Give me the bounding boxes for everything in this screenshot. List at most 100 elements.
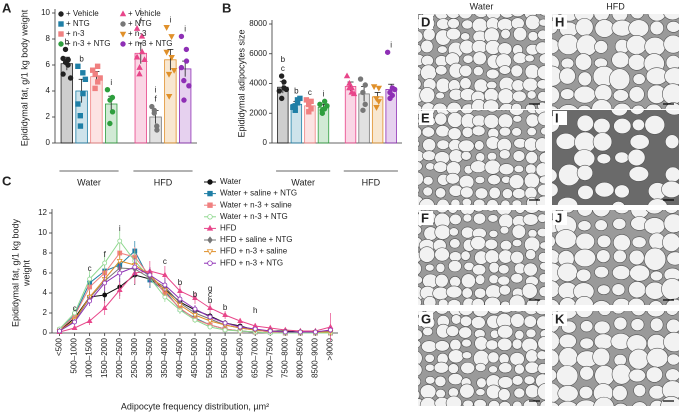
y-tick-label: 0 bbox=[43, 328, 48, 337]
cell bbox=[434, 112, 448, 126]
cell bbox=[418, 14, 421, 16]
cell bbox=[666, 251, 679, 266]
cell bbox=[485, 339, 499, 351]
cells bbox=[418, 14, 545, 109]
cell bbox=[418, 186, 420, 194]
cell bbox=[475, 274, 486, 285]
marker bbox=[206, 224, 214, 231]
cell bbox=[629, 110, 645, 115]
cell bbox=[447, 18, 460, 29]
cell bbox=[555, 132, 577, 150]
cell bbox=[510, 17, 525, 30]
micrograph: J bbox=[552, 210, 679, 305]
cell bbox=[508, 294, 526, 305]
significance-letter: c bbox=[308, 88, 312, 97]
cell bbox=[577, 220, 592, 232]
cell bbox=[486, 210, 495, 212]
cell bbox=[418, 44, 422, 54]
significance-letter: f bbox=[154, 95, 157, 104]
cell bbox=[484, 159, 501, 175]
group-label: Water bbox=[77, 177, 101, 187]
cell bbox=[475, 152, 486, 163]
cell bbox=[614, 402, 628, 406]
cell bbox=[611, 51, 630, 69]
cell bbox=[447, 387, 459, 398]
cell bbox=[594, 84, 613, 102]
cell bbox=[574, 296, 595, 305]
micrograph: K bbox=[552, 311, 679, 406]
cells bbox=[552, 210, 679, 305]
y-tick-label: 2000 bbox=[249, 108, 267, 117]
cell bbox=[449, 238, 461, 249]
marker bbox=[328, 327, 333, 333]
cell bbox=[418, 390, 421, 400]
cell bbox=[510, 250, 524, 265]
cell bbox=[487, 351, 500, 364]
marker bbox=[306, 109, 312, 115]
cell bbox=[524, 54, 535, 63]
cell bbox=[538, 273, 545, 284]
group-label: Water bbox=[291, 177, 315, 187]
cell bbox=[576, 34, 598, 57]
cell bbox=[632, 118, 645, 131]
marker bbox=[71, 324, 78, 331]
significance-letter: i bbox=[323, 89, 325, 98]
cell bbox=[574, 53, 593, 71]
cell bbox=[612, 385, 628, 402]
cell bbox=[512, 150, 526, 162]
marker bbox=[75, 63, 81, 69]
cell bbox=[612, 234, 631, 252]
cell bbox=[612, 311, 625, 315]
cell bbox=[434, 340, 450, 352]
column-header: HFD bbox=[606, 1, 625, 11]
cell bbox=[644, 115, 666, 135]
cell bbox=[513, 164, 524, 174]
cell bbox=[461, 226, 475, 239]
cell bbox=[448, 349, 464, 364]
marker bbox=[313, 329, 318, 335]
cell bbox=[510, 273, 524, 284]
cell bbox=[475, 362, 487, 372]
cells bbox=[552, 110, 679, 205]
cell bbox=[647, 14, 667, 22]
cell bbox=[663, 14, 679, 21]
cell bbox=[418, 262, 422, 276]
annotation: h bbox=[253, 306, 257, 315]
cell bbox=[437, 45, 448, 54]
marker bbox=[384, 49, 391, 55]
marker bbox=[276, 88, 283, 94]
cell bbox=[484, 238, 498, 250]
cell bbox=[525, 328, 537, 339]
cell bbox=[512, 90, 527, 103]
cell bbox=[419, 396, 437, 406]
y-tick-label: 6000 bbox=[249, 49, 267, 58]
cell bbox=[474, 187, 489, 200]
cell bbox=[498, 401, 511, 406]
marker bbox=[58, 11, 64, 17]
cell bbox=[628, 19, 650, 38]
x-tick-label: 1500–2000 bbox=[100, 337, 109, 378]
cell bbox=[511, 238, 523, 247]
y-tick-label: 6 bbox=[46, 60, 51, 69]
cell bbox=[666, 318, 679, 334]
cell bbox=[556, 365, 579, 387]
cell bbox=[539, 175, 545, 185]
cell bbox=[628, 86, 645, 103]
marker bbox=[133, 53, 141, 60]
annotation: i bbox=[119, 224, 121, 233]
cell bbox=[418, 30, 424, 43]
cell bbox=[575, 232, 595, 251]
cell bbox=[500, 300, 511, 305]
cell bbox=[628, 281, 647, 299]
marker bbox=[165, 71, 173, 78]
cell bbox=[460, 210, 475, 216]
cell bbox=[557, 262, 578, 282]
marker bbox=[116, 286, 123, 293]
marker bbox=[82, 76, 89, 82]
cell bbox=[539, 241, 545, 250]
significance-letter: i bbox=[169, 15, 171, 24]
cell bbox=[593, 320, 611, 335]
cell bbox=[458, 139, 475, 153]
cell bbox=[418, 329, 423, 341]
annotation: c bbox=[208, 290, 212, 299]
